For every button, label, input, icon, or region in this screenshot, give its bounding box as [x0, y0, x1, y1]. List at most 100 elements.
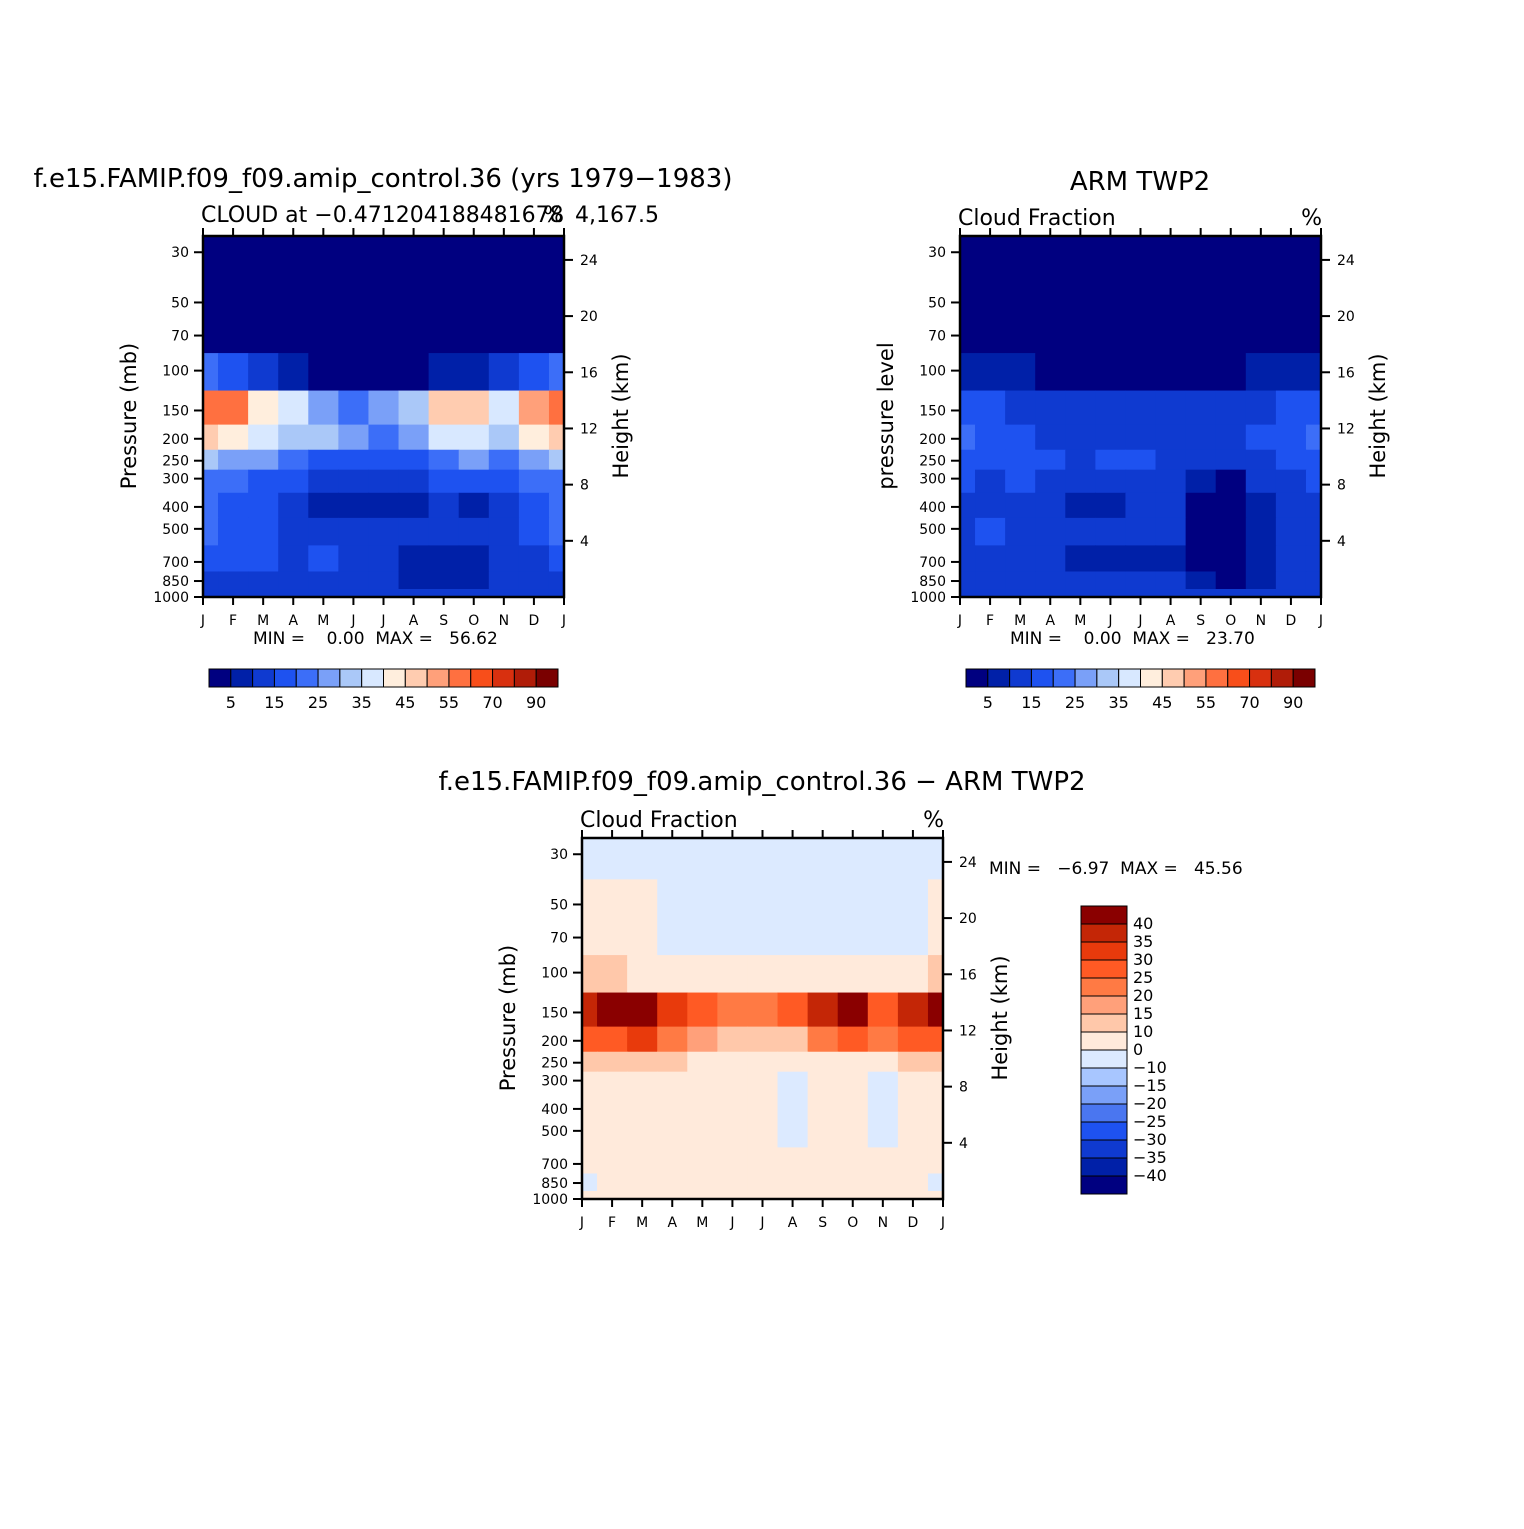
heatmap-cell [897, 955, 929, 994]
heatmap-cell [218, 319, 249, 354]
x-tick-label: M [696, 1215, 708, 1231]
heatmap-cell [1155, 545, 1187, 573]
heatmap-cell [1215, 424, 1247, 451]
x-tick-label: M [1074, 613, 1086, 629]
heatmap-cell [488, 353, 520, 392]
colorbar-swatch [470, 668, 494, 688]
colorbar-swatch [1140, 668, 1163, 688]
heatmap-cell [1305, 236, 1322, 278]
heatmap-cell [1305, 449, 1322, 471]
panel-diff-plot: J F M A M J J A S O N D J 30 50 70 100 150 200 250 300 400 500… [532, 830, 977, 1231]
heatmap-cell [308, 571, 339, 590]
panel-diff-ylabel: Pressure (mb) [496, 945, 520, 1092]
heatmap-cell [1245, 492, 1277, 519]
heatmap-cell [1275, 589, 1307, 598]
colorbar-swatch [230, 668, 254, 688]
heatmap-cell [582, 1173, 598, 1192]
heatmap-cell [1125, 545, 1157, 573]
heatmap-cell [1005, 492, 1036, 519]
heatmap-cell [1245, 517, 1277, 546]
panel-model-colorbar: 5 15 25 35 45 55 70 90 [208, 668, 559, 712]
heatmap-cell [807, 1119, 839, 1148]
heatmap-cell [1245, 390, 1277, 426]
heatmap-cell [1125, 589, 1157, 598]
heatmap-cell [1155, 390, 1187, 426]
heatmap-cell [627, 1147, 658, 1175]
heatmap-cell [867, 1026, 899, 1053]
heatmap-cell [338, 390, 370, 426]
y-tick-label: 50 [550, 897, 568, 913]
heatmap-cell [458, 319, 490, 354]
heatmap-cell [597, 1147, 628, 1175]
heatmap-cell [248, 517, 279, 546]
heatmap-cell [398, 517, 430, 546]
heatmap-cell [927, 1071, 944, 1096]
x-tick-label: N [499, 613, 509, 629]
heatmap-cell [548, 589, 565, 598]
heatmap-cell [518, 517, 550, 546]
heatmap-cell [1215, 545, 1247, 573]
heatmap-cell [1065, 545, 1096, 573]
x-tick-label: J [1318, 613, 1323, 629]
heatmap-cell [488, 319, 520, 354]
heatmap-cell [1005, 469, 1036, 494]
heatmap-cell [338, 353, 370, 392]
heatmap-cell [1095, 236, 1127, 278]
heatmap-cell [368, 571, 400, 590]
heatmap-cell [657, 1191, 688, 1200]
heatmap-cell [488, 469, 520, 494]
heatmap-cell [657, 838, 688, 880]
colorbar-swatch [1080, 1157, 1128, 1177]
colorbar-label: 15 [1021, 693, 1041, 712]
heatmap-cell [627, 1173, 658, 1192]
heatmap-cell [807, 1051, 839, 1073]
heatmap-cell [1245, 353, 1277, 392]
heatmap-cell [248, 236, 279, 278]
heatmap-cell [687, 921, 718, 956]
heatmap-cell [1155, 517, 1187, 546]
heatmap-cell [338, 545, 370, 573]
heatmap-cell [428, 353, 460, 392]
heatmap-cell [428, 571, 460, 590]
heatmap-cell [960, 353, 976, 392]
heatmap-cell [1305, 277, 1322, 320]
heatmap-cell [368, 277, 400, 320]
heatmap-cell [218, 449, 249, 471]
heatmap-cell [1245, 236, 1277, 278]
heatmap-cell [1065, 517, 1096, 546]
heatmap-cell [975, 236, 1006, 278]
heatmap-cell [398, 571, 430, 590]
heatmap-cell [1005, 390, 1036, 426]
x-tick-label: F [986, 613, 994, 629]
heatmap-cell [747, 955, 779, 994]
heatmap-cell [582, 1051, 598, 1073]
heatmap-cell [548, 353, 565, 392]
heatmap-cell [717, 921, 749, 956]
heatmap-cell [1215, 571, 1247, 590]
heatmap-cell [867, 879, 899, 922]
colorbar-label: 25 [1065, 693, 1085, 712]
colorbar-swatch [273, 668, 297, 688]
panel-diff: f.e15.FAMIP.f09_f09.amip_control.36 − AR… [438, 767, 1242, 1231]
y-tick-label: 200 [919, 432, 946, 448]
colorbar-swatch [1249, 668, 1272, 688]
heatmap-cell [398, 236, 430, 278]
heatmap-cell [1185, 589, 1217, 598]
colorbar-label: 5 [983, 693, 993, 712]
heatmap-cell [398, 390, 430, 426]
heatmap-cell [597, 1051, 628, 1073]
heatmap-cell [1125, 571, 1157, 590]
heatmap-cell [248, 492, 279, 519]
x-tick-label: O [1225, 613, 1236, 629]
heatmap-cell [1035, 353, 1066, 392]
heatmap-cell [1185, 424, 1217, 451]
heatmap-cell [1155, 319, 1187, 354]
colorbar-label: 55 [439, 693, 459, 712]
x-tick-label: A [1045, 613, 1055, 629]
heatmap-cell [248, 319, 279, 354]
colorbar-swatch [1161, 668, 1185, 688]
heatmap-cell [1275, 571, 1307, 590]
heatmap-cell [548, 277, 565, 320]
heatmap-cell [1125, 236, 1157, 278]
heatmap-cell [308, 277, 339, 320]
